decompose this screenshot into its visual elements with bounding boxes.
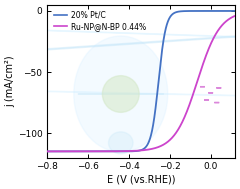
Ellipse shape: [0, 16, 240, 50]
X-axis label: E (V (vs.RHE)): E (V (vs.RHE)): [107, 174, 175, 184]
Legend: 20% Pt/C, Ru-NP@N-BP 0.44%: 20% Pt/C, Ru-NP@N-BP 0.44%: [53, 10, 146, 32]
Ellipse shape: [0, 73, 240, 115]
Ellipse shape: [0, 22, 240, 68]
Ellipse shape: [102, 76, 139, 112]
Y-axis label: j (mA/cm²): j (mA/cm²): [5, 55, 15, 107]
Ellipse shape: [74, 36, 168, 152]
Ellipse shape: [108, 132, 133, 154]
